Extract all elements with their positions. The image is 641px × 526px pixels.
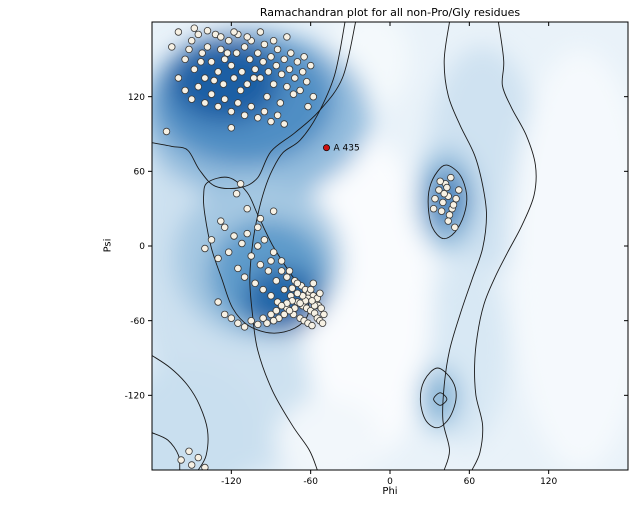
svg-text:-60: -60 [303, 477, 318, 487]
svg-text:0: 0 [387, 477, 393, 487]
svg-text:-120: -120 [221, 477, 242, 487]
svg-text:0: 0 [139, 242, 145, 252]
x-axis-label: Phi [382, 486, 398, 497]
svg-text:A 435: A 435 [334, 144, 360, 154]
svg-text:120: 120 [128, 93, 145, 103]
svg-text:-120: -120 [125, 392, 146, 402]
svg-text:60: 60 [134, 168, 146, 178]
svg-text:120: 120 [540, 477, 557, 487]
plot-title: Ramachandran plot for all non-Pro/Gly re… [259, 6, 521, 19]
svg-text:60: 60 [464, 477, 476, 487]
svg-text:-60: -60 [130, 317, 145, 327]
